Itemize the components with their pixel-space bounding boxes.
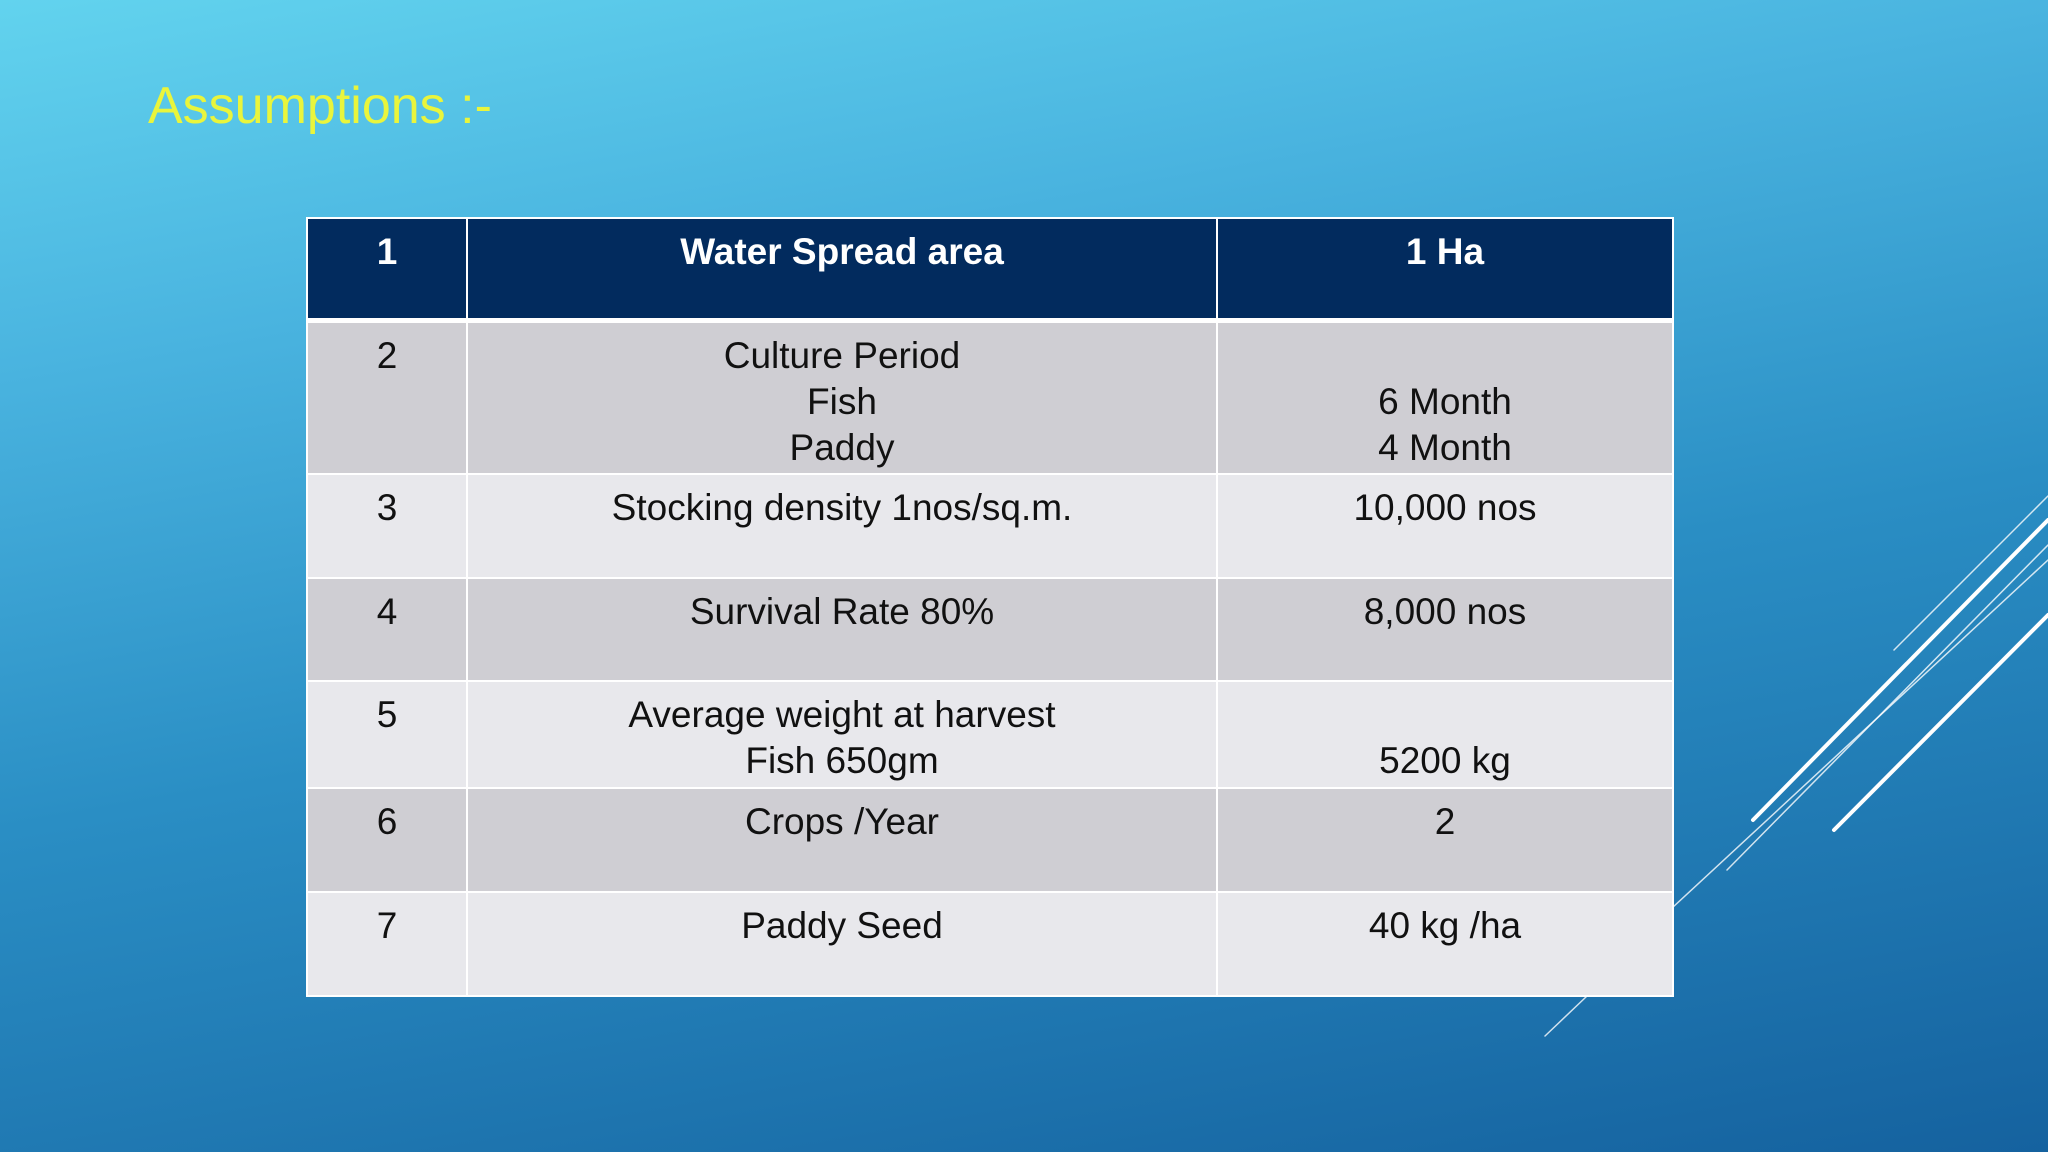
row-number: 7 — [306, 891, 468, 997]
table-cell: 5200 kg — [1216, 680, 1674, 789]
cell-line: Fish — [807, 380, 877, 422]
table-cell: 8,000 nos — [1216, 577, 1674, 682]
table-cell: Stocking density 1nos/sq.m. — [466, 473, 1218, 579]
row-number: 2 — [306, 319, 468, 475]
table-cell: Average weight at harvest Fish 650gm — [466, 680, 1218, 789]
table-cell: Survival Rate 80% — [466, 577, 1218, 682]
header-cell: 1 Ha — [1216, 217, 1674, 323]
table-cell: Crops /Year — [466, 787, 1218, 893]
header-cell: 1 — [306, 217, 468, 323]
table-row: 2 Culture Period Fish Paddy 6 Month 4 Month — [306, 319, 1674, 475]
cell-line: 8,000 nos — [1363, 591, 1527, 632]
table-row: 7 Paddy Seed 40 kg /ha — [306, 891, 1674, 997]
row-number: 4 — [306, 577, 468, 682]
cell-line: Fish 650gm — [745, 740, 939, 781]
header-cell: Water Spread area — [466, 217, 1218, 323]
cell-line: Culture Period — [723, 334, 961, 376]
slide-title: Assumptions :- — [148, 77, 492, 135]
row-number: 3 — [306, 473, 468, 579]
cell-line: 6 Month — [1378, 380, 1512, 422]
cell-line: Stocking density 1nos/sq.m. — [611, 487, 1073, 528]
cell-line: Average weight at harvest — [628, 694, 1056, 735]
cell-line: Crops /Year — [744, 801, 939, 842]
cell-line: 40 kg /ha — [1368, 905, 1522, 946]
cell-line: 2 — [1434, 801, 1456, 842]
cell-line: 10,000 nos — [1353, 487, 1537, 528]
table-cell: Paddy Seed — [466, 891, 1218, 997]
cell-line: Survival Rate 80% — [689, 591, 995, 632]
header-row: 1 Water Spread area 1 Ha — [306, 217, 1674, 323]
table-row: 5 Average weight at harvest Fish 650gm 5200… — [306, 680, 1674, 789]
row-number: 5 — [306, 680, 468, 789]
row-number: 6 — [306, 787, 468, 893]
assumptions-table: 1 Water Spread area 1 Ha 2 Culture Period Fis… — [306, 217, 1674, 997]
cell-line: 5200 kg — [1379, 740, 1511, 781]
table-row: 6 Crops /Year 2 — [306, 787, 1674, 893]
table-cell: 2 — [1216, 787, 1674, 893]
table-cell: 40 kg /ha — [1216, 891, 1674, 997]
cell-line: Paddy — [789, 426, 895, 468]
table-cell: Culture Period Fish Paddy — [466, 319, 1218, 475]
cell-line: 4 Month — [1378, 426, 1512, 468]
cell-line: Paddy Seed — [741, 905, 943, 946]
table-row: 3 Stocking density 1nos/sq.m. 10,000 nos — [306, 473, 1674, 579]
table-cell: 6 Month 4 Month — [1216, 319, 1674, 475]
table-row: 4 Survival Rate 80% 8,000 nos — [306, 577, 1674, 682]
table-cell: 10,000 nos — [1216, 473, 1674, 579]
